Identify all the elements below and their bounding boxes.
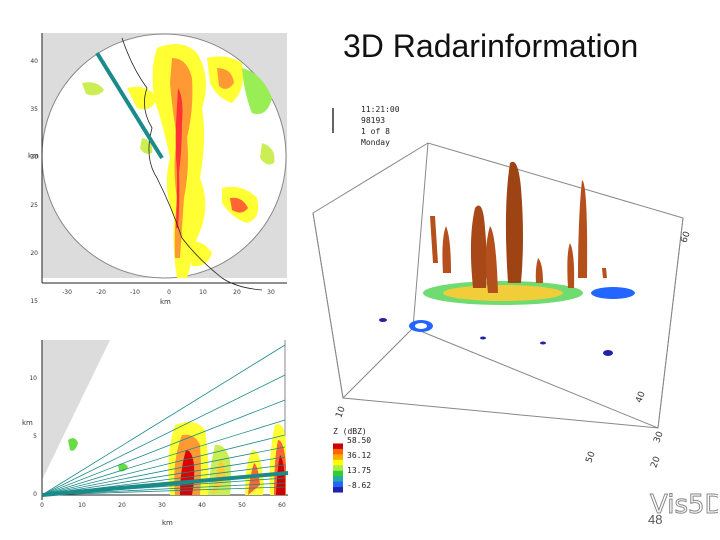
ppi-y-tick-label: 15 [30, 298, 38, 305]
ppi-x-tick-label: -20 [96, 289, 106, 296]
rhi-y-tick-label: 10 [29, 375, 37, 382]
ppi-rhi-section-line [95, 51, 164, 160]
ppi-y-tick-label: 20 [30, 250, 38, 257]
colorbar-value: 58.50 [347, 436, 371, 445]
rhi-y-tick-label: 5 [33, 433, 37, 440]
rhi-x-tick-label: 10 [78, 502, 86, 509]
ppi-x-tick-label: 10 [199, 289, 207, 296]
volume-info-text: 11:21:00 98193 1 of 8 Monday [361, 105, 400, 147]
colorbar-segment [333, 438, 343, 444]
colorbar-segment [333, 487, 343, 494]
rhi-section-highlight [41, 471, 289, 497]
volume-day: Monday [361, 138, 390, 147]
ppi-x-tick-label: 20 [233, 289, 241, 296]
ppi-x-unit: km [160, 298, 171, 306]
ppi-x-tick-label: 0 [167, 289, 171, 296]
rhi-y-tick-label: 0 [33, 491, 37, 498]
rhi-cross-section: km km 10 5 0 0 10 20 30 40 50 60 [20, 335, 300, 530]
rhi-x-unit: km [162, 519, 173, 527]
colorbar-title: Z (dBZ) [333, 427, 367, 436]
volume-axis-label: 10 [334, 405, 347, 419]
ppi-y-tick-label: 40 [30, 58, 38, 65]
ppi-radar-svg: km km 40 35 30 25 20 15 -30 -20 -10 0 10 20 30 [28, 33, 287, 306]
page-number: 48 [648, 512, 663, 527]
colorbar-segment [333, 459, 343, 466]
volume-axis-label: 50 [584, 450, 597, 464]
rhi-x-tick-label: 60 [278, 502, 286, 509]
ppi-y-unit: km [28, 152, 39, 160]
ppi-y-ticks: 40 35 30 25 20 15 [30, 58, 38, 305]
ppi-coastline [121, 37, 263, 291]
ppi-x-tick-label: -30 [62, 289, 72, 296]
colorbar-value: 13.75 [347, 466, 371, 475]
volume-axis-label: 30 [652, 430, 665, 444]
ppi-y-tick-label: 30 [30, 154, 38, 161]
colorbar-segment [333, 448, 343, 455]
colorbar [333, 438, 343, 499]
volume-storm-columns [430, 161, 607, 293]
volume-axis-label: 60 [679, 230, 692, 244]
ppi-x-ticks: -30 -20 -10 0 10 20 30 [62, 289, 275, 296]
volume-axis-label: 40 [634, 390, 647, 404]
rhi-precipitation [68, 421, 286, 495]
colorbar-segment [333, 454, 343, 461]
colorbar-segment [333, 481, 343, 488]
volume-axis-label: 20 [649, 455, 662, 469]
rhi-x-tick-label: 20 [118, 502, 126, 509]
ppi-x-tick-label: -10 [130, 289, 140, 296]
volume-frame: 1 of 8 [361, 127, 390, 136]
colorbar-segment [333, 476, 343, 483]
volume-axis-labels: 60 50 40 30 20 10 [334, 230, 692, 469]
vis5d-logo: Vis5D [648, 485, 720, 521]
volume-time: 11:21:00 [361, 105, 400, 114]
colorbar-segment [333, 470, 343, 477]
vis5d-volume-render: 11:21:00 98193 1 of 8 Monday 60 50 40 30 20 1… [303, 98, 715, 505]
volume-date-code: 98193 [361, 116, 385, 125]
ppi-radar-map: km km 40 35 30 25 20 15 -30 -20 -10 0 10 20 30 [22, 28, 297, 308]
rhi-x-tick-label: 50 [238, 502, 246, 509]
colorbar-value: 36.12 [347, 451, 371, 460]
rhi-y-ticks: 10 5 0 [29, 375, 37, 498]
rhi-x-tick-label: 30 [158, 502, 166, 509]
ppi-y-tick-label: 25 [30, 202, 38, 209]
rhi-y-unit: km [22, 419, 33, 427]
rhi-blind-zone [42, 340, 110, 480]
vis5d-volume-svg: 11:21:00 98193 1 of 8 Monday 60 50 40 30 20 1… [312, 105, 693, 505]
ppi-x-tick-label: 30 [267, 289, 275, 296]
ppi-y-tick-label: 35 [30, 106, 38, 113]
rhi-x-tick-label: 0 [40, 502, 44, 509]
colorbar-value: -8.62 [347, 481, 371, 490]
vis5d-logo-text: Vis5D [650, 490, 718, 519]
rhi-x-tick-label: 40 [198, 502, 206, 509]
slide-title: 3D Radarinformation [343, 28, 639, 64]
colorbar-segment [333, 465, 343, 472]
ppi-precipitation [82, 44, 275, 278]
rhi-x-ticks: 0 10 20 30 40 50 60 [40, 502, 286, 509]
volume-ground-echoes [379, 281, 635, 356]
volume-bounding-box [312, 142, 684, 429]
colorbar-segment [333, 443, 343, 450]
